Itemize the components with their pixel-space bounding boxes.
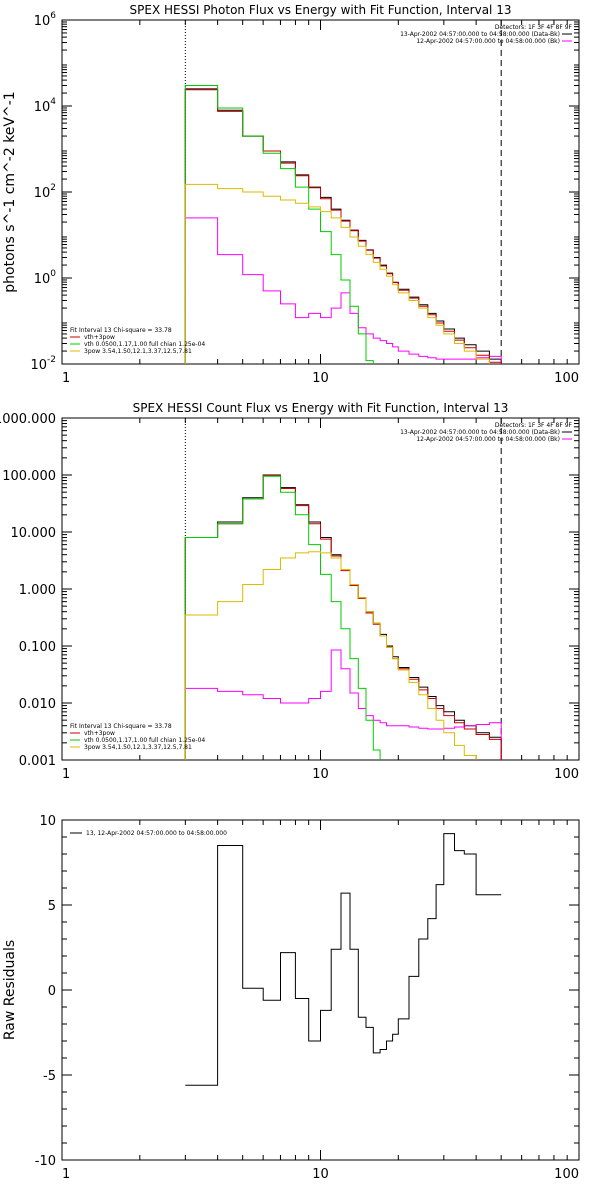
y-tick-label: 1000.000 [0, 412, 56, 427]
residuals-panel: 1 10 100 -10 -5 0 5 10 Raw Residuals 13, 12-Apr-2… [2, 814, 580, 1182]
legend-entry: 13-Apr-2002 04:57:00.000 to 04:58:00.000… [400, 31, 560, 38]
y-tick-label: -5 [43, 1069, 56, 1084]
legend-entry: 13, 12-Apr-2002 04:57:00.000 to 04:58:00… [86, 830, 227, 837]
fit-legend-header: Fit Interval 13 Chi-square = 33.78 [70, 327, 172, 334]
fit-legend-entry: 3pow 3.54,1.50,12.1,3.37,12.5,7.81 [84, 744, 192, 751]
photon-flux-panel: SPEX HESSI Photon Flux vs Energy with Fi… [2, 3, 580, 386]
x-tick-label: 100 [554, 767, 579, 782]
chart-title: SPEX HESSI Photon Flux vs Energy with Fi… [130, 3, 512, 17]
y-tick-label: 100.000 [2, 469, 56, 484]
series-line-3 [184, 85, 374, 364]
y-tick-label: 0.010 [19, 697, 56, 712]
y-tick-exp: 6 [50, 11, 56, 21]
y-tick-label: 102 [34, 183, 56, 201]
y-tick-label: 5 [48, 899, 56, 914]
y-tick-base: 10 [34, 14, 51, 29]
series-line-4 [184, 183, 490, 364]
series-group [184, 474, 502, 760]
y-tick-exp: 2 [50, 183, 56, 193]
y-tick-exp: 4 [50, 97, 56, 107]
x-tick-label: 100 [554, 1167, 579, 1182]
series-line-0 [185, 833, 502, 1086]
y-tick-exp: 0 [50, 269, 56, 279]
x-tick-label: 1 [62, 1167, 70, 1182]
y-tick-label: 10-2 [30, 355, 56, 373]
series-line-3 [184, 475, 381, 760]
y-tick-label: 104 [34, 97, 57, 115]
y-tick-label: -10 [35, 1154, 56, 1169]
series-line-1 [184, 649, 502, 760]
y-axis-label: photons s^-1 cm^-2 keV^-1 [2, 91, 18, 292]
fit-legend-entry: vth 0.0500,1.17,1.00 full chian 1.25e-04 [84, 341, 205, 348]
plot-frame [61, 819, 580, 1161]
series-group [185, 833, 502, 1086]
series-line-1 [184, 217, 502, 364]
x-tick-label: 100 [554, 371, 579, 386]
chart-title: SPEX HESSI Count Flux vs Energy with Fit… [133, 401, 509, 415]
fit-legend-entry: vth+3pow [84, 334, 115, 341]
x-tick-label: 10 [312, 767, 329, 782]
y-tick-label: 10.000 [11, 526, 57, 541]
series-group [184, 85, 502, 364]
legend-header: Detectors: 1F 3F 4F 8F 9F [495, 24, 573, 31]
fit-legend-entry: 3pow 3.54,1.50,12.1,3.37,12.5,7.81 [84, 348, 192, 355]
y-axis-label: Raw Residuals [2, 940, 18, 1040]
x-tick-label: 10 [312, 1167, 329, 1182]
y-tick-label: 0.100 [19, 640, 56, 655]
fit-legend-entry: vth+3pow [84, 730, 115, 737]
legend-header: Detectors: 1F 3F 4F 8F 9F [495, 422, 573, 429]
x-tick-label: 1 [62, 371, 70, 386]
y-tick-exp: -2 [47, 355, 56, 365]
legend-entry: 13-Apr-2002 04:57:00.000 to 04:58:00.000… [400, 429, 560, 436]
legend-entry: 12-Apr-2002 04:57:00.000 to 04:58:00.000… [416, 38, 560, 45]
x-tick-label: 10 [312, 371, 329, 386]
y-tick-base: 10 [30, 358, 47, 373]
series-line-0 [184, 88, 502, 364]
y-tick-label: 10 [39, 814, 56, 829]
y-tick-base: 10 [34, 100, 51, 115]
y-tick-label: 0.001 [19, 754, 56, 769]
fit-legend-entry: vth 0.0500,1.17,1.00 full chian 1.25e-04 [84, 737, 205, 744]
series-line-2 [184, 89, 502, 364]
legend-entry: 12-Apr-2002 04:57:00.000 to 04:58:00.000… [416, 436, 560, 443]
y-tick-base: 10 [34, 272, 51, 287]
count-flux-panel: SPEX HESSI Count Flux vs Energy with Fit… [0, 401, 580, 782]
x-tick-label: 1 [62, 767, 70, 782]
y-tick-label: 1.000 [19, 583, 56, 598]
y-tick-base: 10 [34, 186, 51, 201]
series-line-2 [184, 475, 502, 760]
series-line-0 [184, 474, 502, 760]
y-tick-label: 106 [34, 11, 57, 29]
series-line-4 [184, 551, 477, 760]
y-tick-label: 0 [48, 984, 56, 999]
y-tick-label: 100 [34, 269, 57, 287]
fit-legend-header: Fit Interval 13 Chi-square = 33.78 [70, 723, 172, 730]
